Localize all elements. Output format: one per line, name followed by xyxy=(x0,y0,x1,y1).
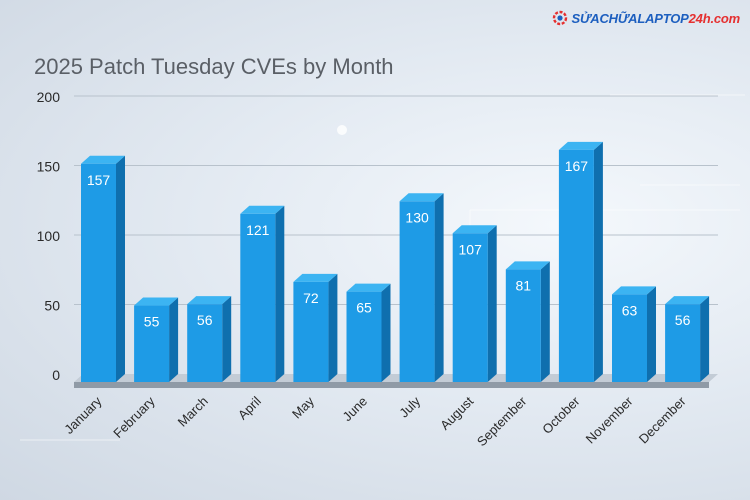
chart-title: 2025 Patch Tuesday CVEs by Month xyxy=(34,54,394,79)
data-label: 130 xyxy=(405,209,429,225)
y-tick-label: 50 xyxy=(44,298,60,314)
floor-top xyxy=(74,374,718,382)
bar-top xyxy=(346,283,391,292)
bar-june: 65 xyxy=(346,283,391,382)
data-label: 72 xyxy=(303,290,319,306)
data-label: 167 xyxy=(565,158,589,174)
bar-front xyxy=(346,291,382,382)
bar-top xyxy=(293,273,338,282)
bar-top xyxy=(399,193,444,202)
bar-side xyxy=(328,273,338,382)
bar-may: 72 xyxy=(293,273,338,382)
data-label: 65 xyxy=(356,300,372,316)
watermark-logo: SỬACHỮALAPTOP24h.com xyxy=(552,6,740,30)
x-tick-label: August xyxy=(437,393,476,432)
floor-front xyxy=(74,382,709,388)
bar-side xyxy=(434,193,444,382)
gear-logo-icon xyxy=(552,10,567,26)
glow-dot xyxy=(337,125,347,135)
bar-front xyxy=(293,281,329,382)
bar-front xyxy=(134,305,170,382)
x-tick-label: February xyxy=(110,393,158,441)
data-label: 63 xyxy=(622,302,638,318)
x-tick-label: December xyxy=(636,393,689,446)
bar-september: 81 xyxy=(505,261,550,382)
x-tick-label: October xyxy=(539,393,583,437)
x-tick-label: July xyxy=(396,393,423,420)
data-label: 121 xyxy=(246,222,270,238)
y-tick-label: 0 xyxy=(52,367,60,383)
bar-top xyxy=(240,205,285,214)
logo-text: SỬACHỮALAPTOP24h.com xyxy=(571,10,741,26)
bar-side xyxy=(275,205,285,382)
data-label: 107 xyxy=(459,241,483,257)
y-tick-label: 200 xyxy=(37,89,61,105)
bar-front xyxy=(399,201,435,382)
x-tick-label: April xyxy=(235,393,264,422)
bar-march: 56 xyxy=(187,296,232,382)
y-axis-ticks: 0 50 100 150 200 xyxy=(37,89,61,383)
bar-august: 107 xyxy=(452,225,497,382)
bar-top xyxy=(452,225,497,234)
bar-october: 167 xyxy=(558,141,603,382)
bar-top xyxy=(187,296,232,305)
bars: 157 55 56 121 72 65 130 107 81 167 63 56 xyxy=(81,141,710,382)
y-tick-label: 150 xyxy=(37,159,61,175)
bar-december: 56 xyxy=(665,296,710,382)
x-tick-label: January xyxy=(61,393,105,437)
bar-side xyxy=(116,155,125,382)
bar-front xyxy=(81,163,116,382)
bar-side xyxy=(593,141,603,382)
bar-top xyxy=(558,141,603,150)
gridlines xyxy=(74,95,718,305)
x-tick-label: June xyxy=(340,394,371,425)
bar-side xyxy=(169,297,179,382)
chart-floor xyxy=(74,374,718,388)
bar-side xyxy=(381,283,391,382)
x-tick-label: November xyxy=(583,393,636,446)
background-decoration xyxy=(20,94,745,441)
data-label: 81 xyxy=(516,277,532,293)
bar-front xyxy=(240,213,276,382)
bar-top xyxy=(612,286,656,295)
x-axis-labels: January February March April May June July Augu… xyxy=(61,393,689,449)
bar-november: 63 xyxy=(612,286,656,382)
y-tick-label: 100 xyxy=(37,228,61,244)
bar-side xyxy=(700,296,710,382)
bar-front xyxy=(187,304,223,382)
x-tick-label: September xyxy=(474,393,530,449)
x-tick-label: March xyxy=(175,394,211,430)
bar-top xyxy=(665,296,710,305)
bar-february: 55 xyxy=(134,297,179,382)
bar-april: 121 xyxy=(240,205,285,382)
bar-side xyxy=(540,261,550,382)
data-label: 56 xyxy=(197,312,213,328)
bar-top xyxy=(505,261,550,270)
data-label: 56 xyxy=(675,312,691,328)
bar-front xyxy=(665,304,701,382)
bar-side xyxy=(487,225,497,382)
bar-side xyxy=(222,296,232,382)
bar-front xyxy=(612,294,647,382)
data-label: 157 xyxy=(87,172,111,188)
data-label: 55 xyxy=(144,314,160,330)
bar-front xyxy=(505,269,541,382)
bar-january: 157 xyxy=(81,155,125,382)
bar-top xyxy=(81,155,125,164)
bar-july: 130 xyxy=(399,193,444,382)
bar-front xyxy=(558,149,594,382)
bar-front xyxy=(452,233,488,382)
bar-side xyxy=(647,286,656,382)
x-tick-label: May xyxy=(289,393,317,421)
bar-top xyxy=(134,297,179,306)
